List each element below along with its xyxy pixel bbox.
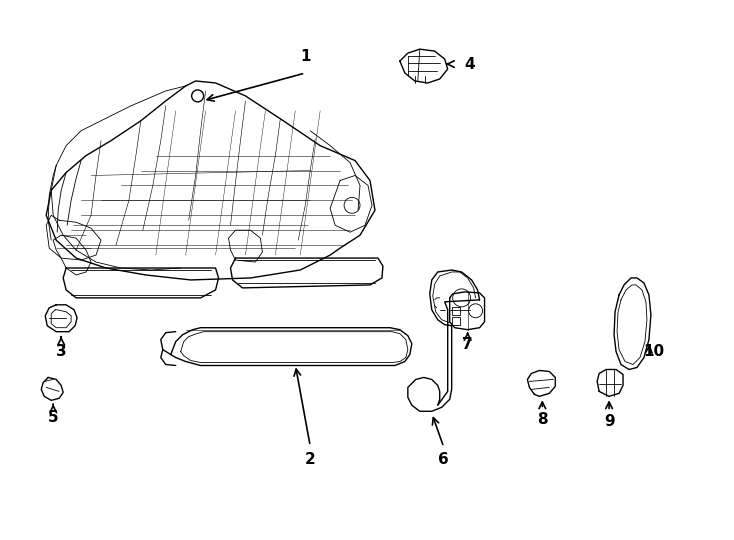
Text: 2: 2 — [305, 451, 316, 467]
Text: 6: 6 — [438, 451, 449, 467]
Text: 4: 4 — [465, 57, 475, 72]
Text: 7: 7 — [462, 337, 473, 352]
Text: 1: 1 — [300, 49, 310, 64]
Bar — [451, 307, 459, 315]
Text: 10: 10 — [643, 344, 664, 359]
Text: 5: 5 — [48, 410, 59, 425]
Text: 3: 3 — [56, 344, 67, 359]
Bar — [451, 317, 459, 325]
Text: 8: 8 — [537, 411, 548, 427]
Text: 9: 9 — [604, 414, 614, 429]
